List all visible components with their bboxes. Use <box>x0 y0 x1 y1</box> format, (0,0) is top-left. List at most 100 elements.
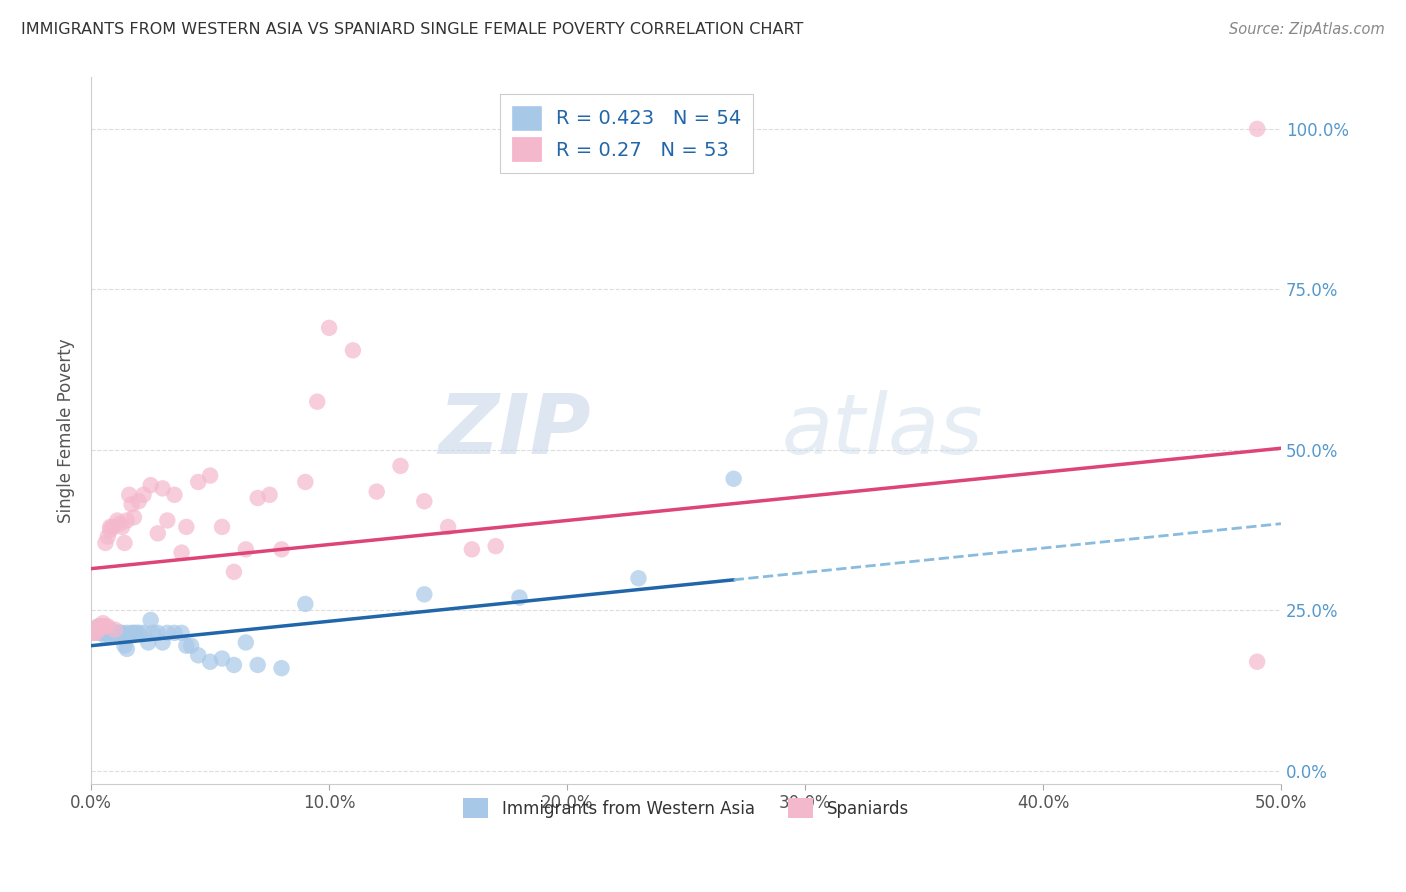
Point <box>121 625 143 640</box>
Point <box>101 625 124 640</box>
Point <box>91 616 114 631</box>
Point <box>142 625 165 640</box>
Point <box>132 488 155 502</box>
Point <box>122 625 145 640</box>
Point <box>111 625 134 640</box>
Point <box>87 623 110 637</box>
Point <box>87 625 110 640</box>
Point <box>246 657 269 672</box>
Point <box>115 641 138 656</box>
Point <box>1246 121 1268 136</box>
Point <box>1246 655 1268 669</box>
Point <box>105 625 128 640</box>
Point <box>156 625 179 640</box>
Point <box>222 657 245 672</box>
Point <box>122 510 145 524</box>
Point <box>152 635 174 649</box>
Point <box>198 655 221 669</box>
Point <box>723 472 745 486</box>
Point <box>91 623 114 637</box>
Point <box>98 629 121 643</box>
Point <box>128 494 150 508</box>
Point <box>413 587 436 601</box>
Point <box>121 498 143 512</box>
Point <box>97 623 120 637</box>
Point <box>97 619 120 633</box>
Point <box>139 613 162 627</box>
Point <box>170 625 193 640</box>
Legend: Immigrants from Western Asia, Spaniards: Immigrants from Western Asia, Spaniards <box>457 791 915 825</box>
Point <box>437 520 460 534</box>
Point <box>389 458 412 473</box>
Point <box>187 648 209 663</box>
Point <box>83 625 105 640</box>
Y-axis label: Single Female Poverty: Single Female Poverty <box>58 338 75 523</box>
Point <box>211 651 233 665</box>
Point <box>163 488 186 502</box>
Point <box>101 625 124 640</box>
Point <box>111 520 134 534</box>
Point <box>83 625 105 640</box>
Point <box>114 639 136 653</box>
Point <box>90 619 112 633</box>
Point <box>176 639 198 653</box>
Point <box>146 625 169 640</box>
Point <box>270 542 292 557</box>
Point <box>125 625 148 640</box>
Point <box>198 468 221 483</box>
Point <box>222 565 245 579</box>
Point <box>139 478 162 492</box>
Point <box>90 625 112 640</box>
Text: IMMIGRANTS FROM WESTERN ASIA VS SPANIARD SINGLE FEMALE POVERTY CORRELATION CHART: IMMIGRANTS FROM WESTERN ASIA VS SPANIARD… <box>21 22 803 37</box>
Point <box>114 536 136 550</box>
Point <box>91 619 114 633</box>
Point <box>187 475 209 489</box>
Point <box>115 513 138 527</box>
Point <box>136 635 159 649</box>
Point <box>627 571 650 585</box>
Point <box>105 513 128 527</box>
Point <box>163 625 186 640</box>
Point <box>115 625 138 640</box>
Point <box>294 597 316 611</box>
Point <box>87 619 110 633</box>
Point <box>108 625 131 640</box>
Point <box>461 542 484 557</box>
Point <box>235 635 257 649</box>
Point <box>294 475 316 489</box>
Point <box>98 623 121 637</box>
Point <box>91 625 114 640</box>
Point <box>235 542 257 557</box>
Point <box>146 526 169 541</box>
Point <box>211 520 233 534</box>
Point <box>342 343 364 358</box>
Point <box>108 516 131 531</box>
Point <box>108 625 131 640</box>
Point <box>170 545 193 559</box>
Point <box>94 629 117 643</box>
Point <box>152 482 174 496</box>
Point <box>104 623 127 637</box>
Point <box>87 619 110 633</box>
Point <box>104 625 127 640</box>
Point <box>180 639 202 653</box>
Text: Source: ZipAtlas.com: Source: ZipAtlas.com <box>1229 22 1385 37</box>
Point <box>485 539 508 553</box>
Point <box>97 529 120 543</box>
Point <box>508 591 530 605</box>
Point <box>118 629 141 643</box>
Point <box>176 520 198 534</box>
Point <box>94 536 117 550</box>
Point <box>118 488 141 502</box>
Point <box>90 619 112 633</box>
Point <box>307 394 329 409</box>
Point <box>246 491 269 505</box>
Point <box>132 625 155 640</box>
Point <box>90 623 112 637</box>
Point <box>413 494 436 508</box>
Point <box>104 625 127 640</box>
Point <box>94 625 117 640</box>
Point <box>94 619 117 633</box>
Text: ZIP: ZIP <box>439 390 591 471</box>
Point <box>270 661 292 675</box>
